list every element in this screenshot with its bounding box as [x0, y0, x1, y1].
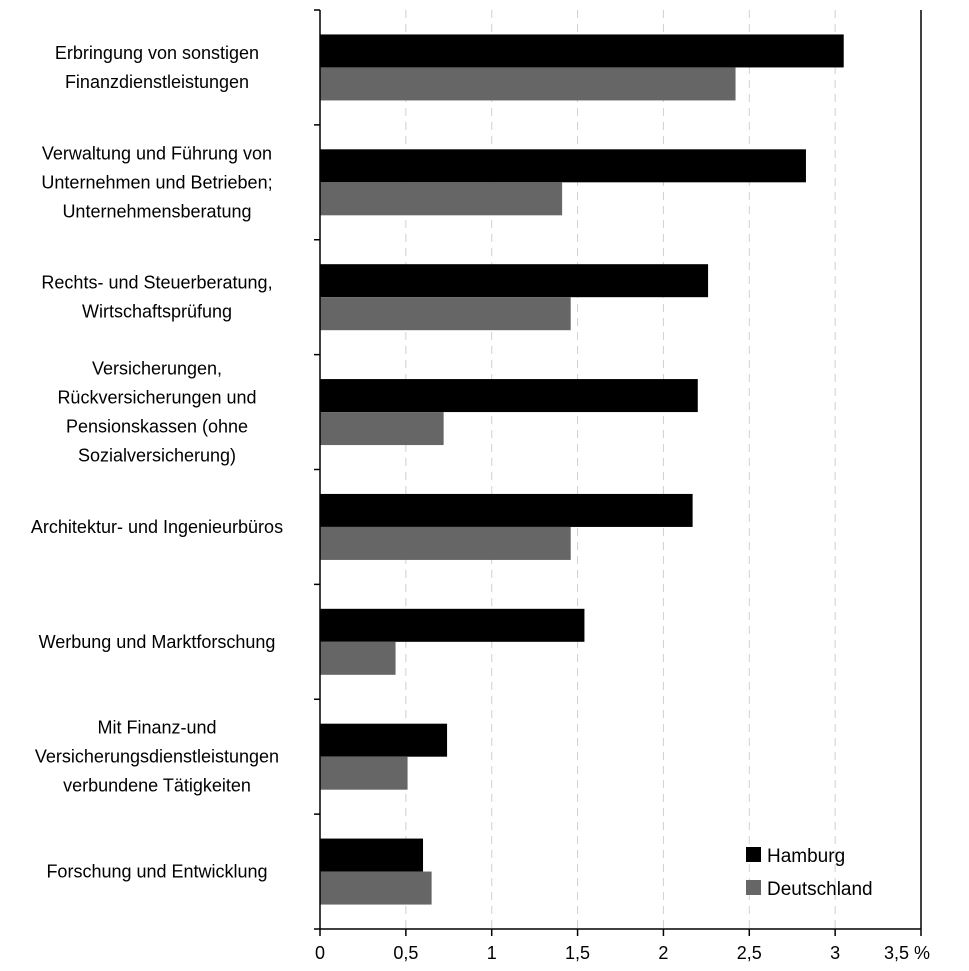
bar-deutschland-5: [320, 641, 396, 675]
bar-hamburg-0: [320, 34, 844, 68]
category-label-line: Wirtschaftsprüfung: [82, 302, 232, 322]
category-label-line: Werbung und Marktforschung: [39, 632, 276, 652]
category-label-line: Versicherungsdienstleistungen: [35, 747, 279, 767]
bar-deutschland-1: [320, 182, 563, 216]
category-label-line: Mit Finanz-und: [97, 718, 216, 738]
category-label-line: Pensionskassen (ohne: [66, 417, 248, 437]
category-label-6: Mit Finanz-und Versicherungsdienstleistun…: [35, 718, 279, 796]
x-tick-label-1: 0,5: [393, 943, 418, 963]
category-label-line: Verwaltung und Führung von: [42, 143, 272, 163]
bar-deutschland-2: [320, 297, 571, 331]
bar-hamburg-2: [320, 264, 709, 298]
x-tick-label-6: 3: [830, 943, 840, 963]
x-tick-label-4: 2: [658, 943, 668, 963]
bar-hamburg-3: [320, 379, 698, 413]
category-label-0: Erbringung von sonstigen Finanzdienstleis…: [55, 43, 259, 92]
x-tick-label-7: 3,5 %: [884, 943, 930, 963]
x-tick-label-0: 0: [315, 943, 325, 963]
legend-label-hamburg: Hamburg: [767, 846, 845, 867]
category-label-4: Architektur- und Ingenieurbüros: [31, 517, 283, 537]
bar-hamburg-4: [320, 493, 693, 527]
category-label-line: Architektur- und Ingenieurbüros: [31, 517, 283, 537]
category-label-line: Versicherungen,: [92, 359, 222, 379]
category-label-line: Rechts- und Steuerberatung,: [41, 273, 272, 293]
legend-swatch-deutschland: [746, 880, 761, 895]
bar-deutschland-7: [320, 871, 432, 905]
category-label-1: Verwaltung und Führung von Unternehmen un…: [41, 143, 272, 221]
bar-hamburg-7: [320, 838, 424, 872]
category-label-line: Rückversicherungen und: [57, 388, 256, 408]
bars: [320, 34, 844, 905]
category-labels: Erbringung von sonstigen Finanzdienstleis…: [31, 43, 283, 882]
category-label-line: Finanzdienstleistungen: [65, 72, 249, 92]
legend: Hamburg Deutschland: [746, 846, 873, 900]
category-label-3: Versicherungen, Rückversicherungen und Pen…: [57, 359, 256, 466]
grid-lines: [405, 10, 922, 929]
legend-label-deutschland: Deutschland: [767, 879, 873, 900]
axes: [314, 9, 922, 936]
category-label-5: Werbung und Marktforschung: [39, 632, 276, 652]
bar-hamburg-1: [320, 149, 806, 183]
bar-deutschland-4: [320, 526, 571, 560]
category-label-line: Erbringung von sonstigen: [55, 43, 259, 63]
x-tick-label-3: 1,5: [565, 943, 590, 963]
x-tick-label-2: 1: [487, 943, 497, 963]
bar-hamburg-6: [320, 723, 448, 757]
x-tick-labels: 0 0,5 1 1,5 2 2,5 3 3,5 %: [315, 943, 930, 963]
category-label-2: Rechts- und Steuerberatung, Wirtschaftspr…: [41, 273, 272, 322]
category-label-line: Unternehmen und Betrieben;: [41, 172, 272, 192]
legend-swatch-hamburg: [746, 847, 761, 862]
category-label-7: Forschung und Entwicklung: [46, 862, 267, 882]
bar-deutschland-0: [320, 67, 736, 101]
category-label-line: Sozialversicherung): [78, 446, 236, 466]
category-label-line: verbundene Tätigkeiten: [63, 776, 251, 796]
bar-deutschland-6: [320, 756, 408, 790]
category-label-line: Unternehmensberatung: [62, 201, 251, 221]
bar-deutschland-3: [320, 412, 444, 446]
bar-hamburg-5: [320, 608, 585, 642]
category-label-line: Forschung und Entwicklung: [46, 862, 267, 882]
x-tick-label-5: 2,5: [737, 943, 762, 963]
